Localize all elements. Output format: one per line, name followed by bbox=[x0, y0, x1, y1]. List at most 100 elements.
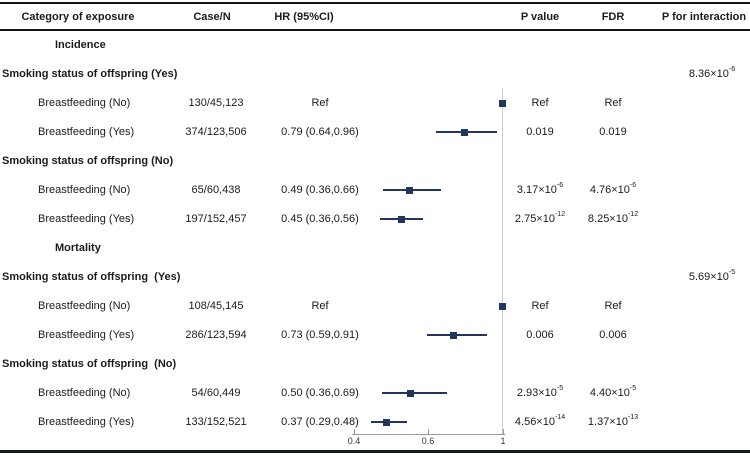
point-marker bbox=[406, 389, 414, 397]
p-value-mantissa: 4.56×10 bbox=[514, 416, 555, 428]
exposure-label: Breastfeeding (Yes) bbox=[38, 416, 135, 428]
forest-row-plot bbox=[352, 379, 508, 408]
fdr-value-mantissa: 8.25×10 bbox=[587, 213, 628, 225]
forest-row-plot bbox=[352, 176, 508, 205]
exposure-label: Breastfeeding (Yes) bbox=[38, 329, 135, 341]
hr-ci-value: 0.73 (0.59,0.91) bbox=[281, 329, 359, 341]
axis-tick-label: 0.6 bbox=[421, 436, 435, 446]
fdr-value-mantissa: Ref bbox=[604, 300, 622, 312]
x-axis-line bbox=[352, 434, 505, 435]
exposure-label: Breastfeeding (No) bbox=[38, 184, 131, 196]
header-row: Category of exposure Case/N HR (95%CI) P… bbox=[0, 4, 750, 29]
p-value-mantissa: 0.006 bbox=[526, 329, 554, 341]
group-label: Smoking status of offspring (No) bbox=[2, 358, 177, 370]
fdr-value: 1.37×10-13 bbox=[587, 414, 639, 428]
fdr-value-mantissa: 0.006 bbox=[599, 329, 627, 341]
axis-tick bbox=[354, 429, 355, 434]
forest-row-plot bbox=[352, 118, 508, 147]
header-p-interaction: P for interaction bbox=[661, 10, 747, 23]
group-label: Smoking status of offspring (No) bbox=[2, 155, 174, 167]
case-n-value: 65/60,438 bbox=[191, 184, 241, 196]
p-interaction-value-mantissa: 8.36×10 bbox=[688, 68, 729, 80]
fdr-value: 0.019 bbox=[599, 126, 627, 138]
p-value-mantissa: Ref bbox=[531, 97, 549, 109]
fdr-value: 4.76×10-6 bbox=[590, 182, 637, 196]
fdr-value: 0.006 bbox=[599, 329, 627, 341]
p-value-mantissa: Ref bbox=[531, 300, 549, 312]
top-rule bbox=[0, 2, 750, 4]
table-row: Breastfeeding (Yes) 374/123,506 0.79 (0.64… bbox=[0, 118, 750, 147]
exposure-label: Breastfeeding (Yes) bbox=[38, 213, 135, 225]
hr-ci-value: Ref bbox=[311, 97, 329, 109]
section-label: Mortality bbox=[55, 242, 101, 254]
p-value: 2.75×10-12 bbox=[514, 211, 566, 225]
fdr-value-mantissa: 4.40×10 bbox=[589, 387, 630, 399]
group-row: Smoking status of offspring (No) bbox=[0, 350, 750, 379]
hr-ci-value: 0.37 (0.29,0.48) bbox=[281, 416, 359, 428]
hr-ci-value: Ref bbox=[311, 300, 329, 312]
exposure-label: Breastfeeding (No) bbox=[38, 97, 131, 109]
point-marker bbox=[460, 128, 468, 136]
reference-line-hr1 bbox=[502, 88, 503, 434]
ci-line bbox=[427, 334, 487, 336]
point-marker bbox=[405, 186, 413, 194]
case-n-value: 197/152,457 bbox=[185, 213, 247, 225]
table-row: Breastfeeding (Yes) 133/152,521 0.37 (0.29… bbox=[0, 408, 750, 437]
axis-tick-label: 1 bbox=[500, 436, 506, 446]
p-value-exponent: -6 bbox=[556, 182, 564, 190]
exposure-label: Breastfeeding (Yes) bbox=[38, 126, 135, 138]
case-n-value: 286/123,594 bbox=[185, 329, 247, 341]
exposure-label: Breastfeeding (No) bbox=[38, 300, 131, 312]
p-value: Ref bbox=[531, 97, 548, 109]
p-value-mantissa: 2.75×10 bbox=[514, 213, 555, 225]
p-value-mantissa: 3.17×10 bbox=[516, 184, 557, 196]
section-row: Incidence bbox=[0, 31, 750, 60]
fdr-value-exponent: -13 bbox=[627, 414, 639, 422]
p-value: 0.019 bbox=[526, 126, 554, 138]
case-n-value: 374/123,506 bbox=[185, 126, 247, 138]
header-p-value: P value bbox=[520, 10, 560, 23]
section-label: Incidence bbox=[55, 39, 106, 51]
forest-row-plot bbox=[352, 408, 508, 437]
fdr-value: Ref bbox=[604, 97, 621, 109]
fdr-value-exponent: -6 bbox=[629, 182, 637, 190]
header-fdr: FDR bbox=[601, 10, 625, 23]
p-value: Ref bbox=[531, 300, 548, 312]
case-n-value: 54/60,449 bbox=[191, 387, 241, 399]
header-category: Category of exposure bbox=[21, 10, 135, 23]
fdr-value-mantissa: Ref bbox=[604, 97, 622, 109]
table-row: Breastfeeding (No) 54/60,449 0.50 (0.36,0.… bbox=[0, 379, 750, 408]
p-value: 3.17×10-6 bbox=[516, 182, 564, 196]
exposure-label: Breastfeeding (No) bbox=[38, 387, 131, 399]
p-value-exponent: -12 bbox=[554, 211, 566, 219]
ci-line bbox=[382, 392, 447, 394]
group-row: Smoking status of offspring (No) bbox=[0, 147, 750, 176]
p-value: 0.006 bbox=[526, 329, 554, 341]
point-marker bbox=[498, 302, 506, 310]
fdr-value: 4.40×10-5 bbox=[589, 385, 636, 399]
forest-row-plot bbox=[352, 292, 508, 321]
p-interaction-value-exponent: -6 bbox=[728, 66, 736, 74]
point-marker bbox=[382, 418, 390, 426]
section-row: Mortality bbox=[0, 234, 750, 263]
table-row: Breastfeeding (No) 108/45,145 Ref Ref Ref bbox=[0, 292, 750, 321]
p-interaction-value-mantissa: 5.69×10 bbox=[688, 271, 729, 283]
axis-tick bbox=[503, 429, 504, 434]
fdr-value-mantissa: 1.37×10 bbox=[587, 416, 628, 428]
table-row: Breastfeeding (Yes) 286/123,594 0.73 (0.59… bbox=[0, 321, 750, 350]
p-value: 4.56×10-14 bbox=[514, 414, 566, 428]
p-value-exponent: -5 bbox=[556, 385, 564, 393]
p-value-exponent: -14 bbox=[554, 414, 566, 422]
group-label: Smoking status of offspring (Yes) bbox=[2, 68, 178, 80]
table-row: Breastfeeding (Yes) 197/152,457 0.45 (0.36… bbox=[0, 205, 750, 234]
table-row: Breastfeeding (No) 130/45,123 Ref Ref Ref bbox=[0, 89, 750, 118]
p-interaction-value: 5.69×10-5 bbox=[688, 269, 735, 283]
hr-ci-value: 0.79 (0.64,0.96) bbox=[281, 126, 359, 138]
case-n-value: 130/45,123 bbox=[188, 97, 244, 109]
hr-ci-value: 0.50 (0.36,0.69) bbox=[281, 387, 359, 399]
group-row: Smoking status of offspring (Yes) 5.69×10… bbox=[0, 263, 750, 292]
x-axis: 0.4 0.6 1 bbox=[348, 429, 506, 451]
header-rule bbox=[0, 29, 750, 31]
hr-ci-value: 0.49 (0.36,0.66) bbox=[281, 184, 359, 196]
